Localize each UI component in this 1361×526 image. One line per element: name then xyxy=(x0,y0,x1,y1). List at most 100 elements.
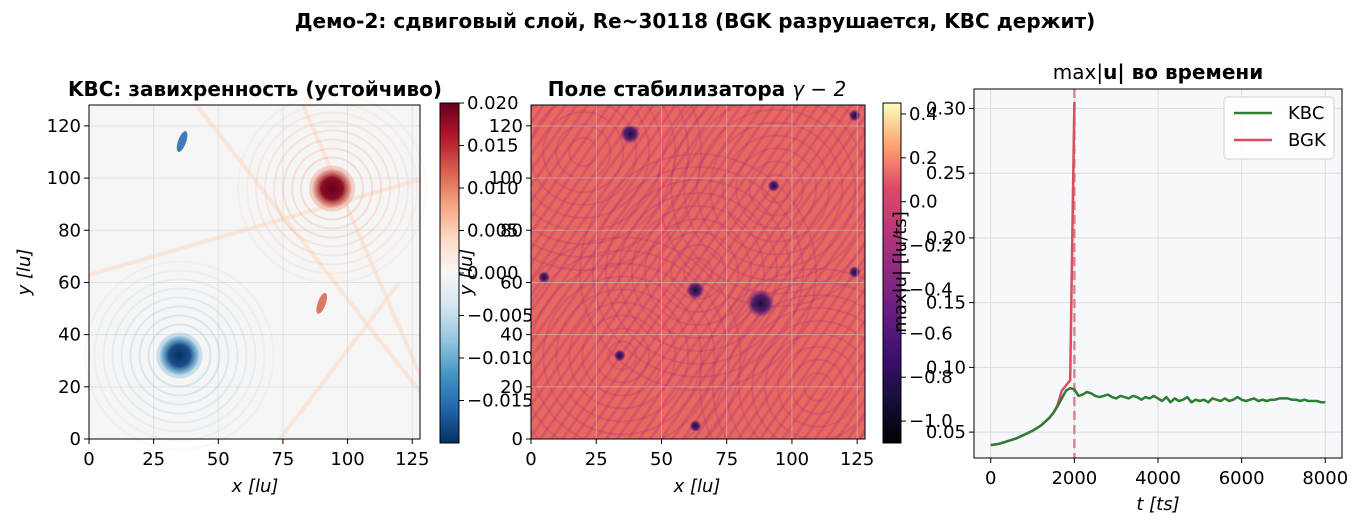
y-tick-label: 0.30 xyxy=(926,98,966,119)
instability-spot xyxy=(767,179,780,192)
y-tick-label: 0 xyxy=(512,429,523,450)
swirl-arc xyxy=(670,105,865,295)
instability-spot xyxy=(686,281,705,300)
swirl-arc xyxy=(618,192,778,352)
swirl-arc xyxy=(579,153,817,391)
panel-max-velocity: max|u| во времени 0 2000 4000 6000 80000.050… xyxy=(890,60,1348,515)
swirl-arc xyxy=(735,147,818,230)
x-tick-label: 8000 xyxy=(1302,468,1348,489)
vortex-ring xyxy=(300,156,365,221)
x-tick-label: 50 xyxy=(650,449,673,470)
colorbar-tick-label: −0.2 xyxy=(909,236,953,257)
y-tick-label: 60 xyxy=(58,272,81,293)
panel1-xlabel: x [lu] xyxy=(231,476,279,497)
instability-spot xyxy=(746,289,775,318)
swirl-arc xyxy=(670,244,726,300)
x-tick-label: 100 xyxy=(330,449,364,470)
y-tick-label: 120 xyxy=(489,116,523,137)
panel3-series xyxy=(990,89,1326,458)
small-vortex-positive xyxy=(316,292,328,314)
y-tick-label: 0.20 xyxy=(926,228,966,249)
x-tick-label: 125 xyxy=(840,449,874,470)
colorbar-tick-label: 0.015 xyxy=(467,136,519,157)
panel1-ylabel: y [lu] xyxy=(14,249,35,297)
x-tick-label: 125 xyxy=(395,449,429,470)
panel1-heatmap xyxy=(89,105,420,439)
y-tick-label: 0 xyxy=(70,429,81,450)
panel3-legend: KBC BGK xyxy=(1223,96,1335,160)
swirl-arc xyxy=(594,327,651,384)
swirl-arc xyxy=(531,249,729,439)
y-tick-label: 0.15 xyxy=(926,293,966,314)
x-tick-label: 100 xyxy=(775,449,809,470)
colorbar-tick-label: −0.4 xyxy=(909,279,953,300)
y-tick-label: 0.25 xyxy=(926,163,966,184)
panel1-frame xyxy=(88,104,421,440)
vortex-negative xyxy=(155,331,204,380)
swirl-arc xyxy=(581,314,664,397)
figure-suptitle: Демо-2: сдвиговый слой, Re~30118 (BGK ра… xyxy=(295,9,1096,33)
swirl-arc xyxy=(748,160,805,217)
colorbar-tick-label: 0.2 xyxy=(909,148,938,169)
panel3-ticks: 0 2000 4000 6000 8000 0.05 0.10 0.15 0.20 0.25 0.3… xyxy=(926,98,1348,489)
colorbar-tick-label: −0.8 xyxy=(909,367,953,388)
panel2-title-text: Поле стабилизатора xyxy=(548,77,792,101)
vortex-ring xyxy=(111,287,248,424)
vortex-ring xyxy=(246,102,419,275)
panel1-ticks: 0 25 50 75 100 125 0 20 40 60 80 100 120 xyxy=(47,116,430,470)
y-tick-label: 120 xyxy=(47,116,81,137)
filament xyxy=(277,281,401,439)
swirl-arc xyxy=(696,108,857,269)
colorbar-tick-label: 0.000 xyxy=(467,263,519,284)
colorbar2 xyxy=(882,102,902,444)
swirl-arc xyxy=(657,105,865,308)
x-tick-label: 6000 xyxy=(1219,468,1265,489)
x-tick-label: 75 xyxy=(715,449,738,470)
swirl-arc xyxy=(531,105,703,271)
swirl-arc xyxy=(531,105,638,206)
y-tick-label: 0.10 xyxy=(926,357,966,378)
vortex-ring xyxy=(102,278,257,433)
x-tick-label: 2000 xyxy=(1051,468,1097,489)
vortex-ring xyxy=(120,296,239,415)
panel2-title-math: γ − 2 xyxy=(792,77,846,101)
panel-kbc-vorticity: KBC: завихренность (устойчиво) 0 25 50 75 10… xyxy=(14,77,534,497)
y-tick-label: 100 xyxy=(489,168,523,189)
instability-spot xyxy=(620,123,641,144)
vortex-ring xyxy=(138,314,221,397)
instability-spot xyxy=(538,271,551,284)
legend-kbc-label: KBC xyxy=(1288,103,1324,124)
colorbar-tick-label: 0.020 xyxy=(467,93,519,114)
y-tick-label: 20 xyxy=(58,377,81,398)
panel2-frame xyxy=(530,104,866,440)
y-tick-label: 100 xyxy=(47,168,81,189)
swirl-arc xyxy=(555,288,690,423)
swirl-arc xyxy=(657,231,739,313)
panel2-ylabel: y [lu] xyxy=(456,249,477,297)
swirl-arc xyxy=(568,301,677,410)
colorbar-tick-label: 0.4 xyxy=(909,104,938,125)
swirl-arc xyxy=(605,179,791,365)
y-tick-label: 20 xyxy=(500,377,523,398)
swirl-arc xyxy=(531,105,664,232)
swirl-arc xyxy=(644,218,752,326)
panel2-heatmap xyxy=(531,105,865,439)
vortex-ring xyxy=(237,93,428,284)
swirl-arc xyxy=(542,110,625,193)
swirl-arc xyxy=(631,205,765,339)
x-tick-label: 25 xyxy=(585,449,608,470)
vortex-ring xyxy=(93,269,266,442)
panel1-background xyxy=(89,105,420,439)
swirl-arc xyxy=(542,275,703,436)
swirl-arc xyxy=(531,105,690,258)
swirl-arc xyxy=(722,134,831,243)
swirl-arc xyxy=(531,105,651,219)
swirl-arc xyxy=(555,123,612,180)
swirl-arc xyxy=(607,340,638,371)
panel2-ripple-texture xyxy=(531,105,865,439)
swirl-arc xyxy=(592,166,804,378)
swirl-arc xyxy=(531,105,677,245)
panel3-title: max|u| во времени xyxy=(1053,60,1263,84)
swirl-arc xyxy=(761,173,792,204)
